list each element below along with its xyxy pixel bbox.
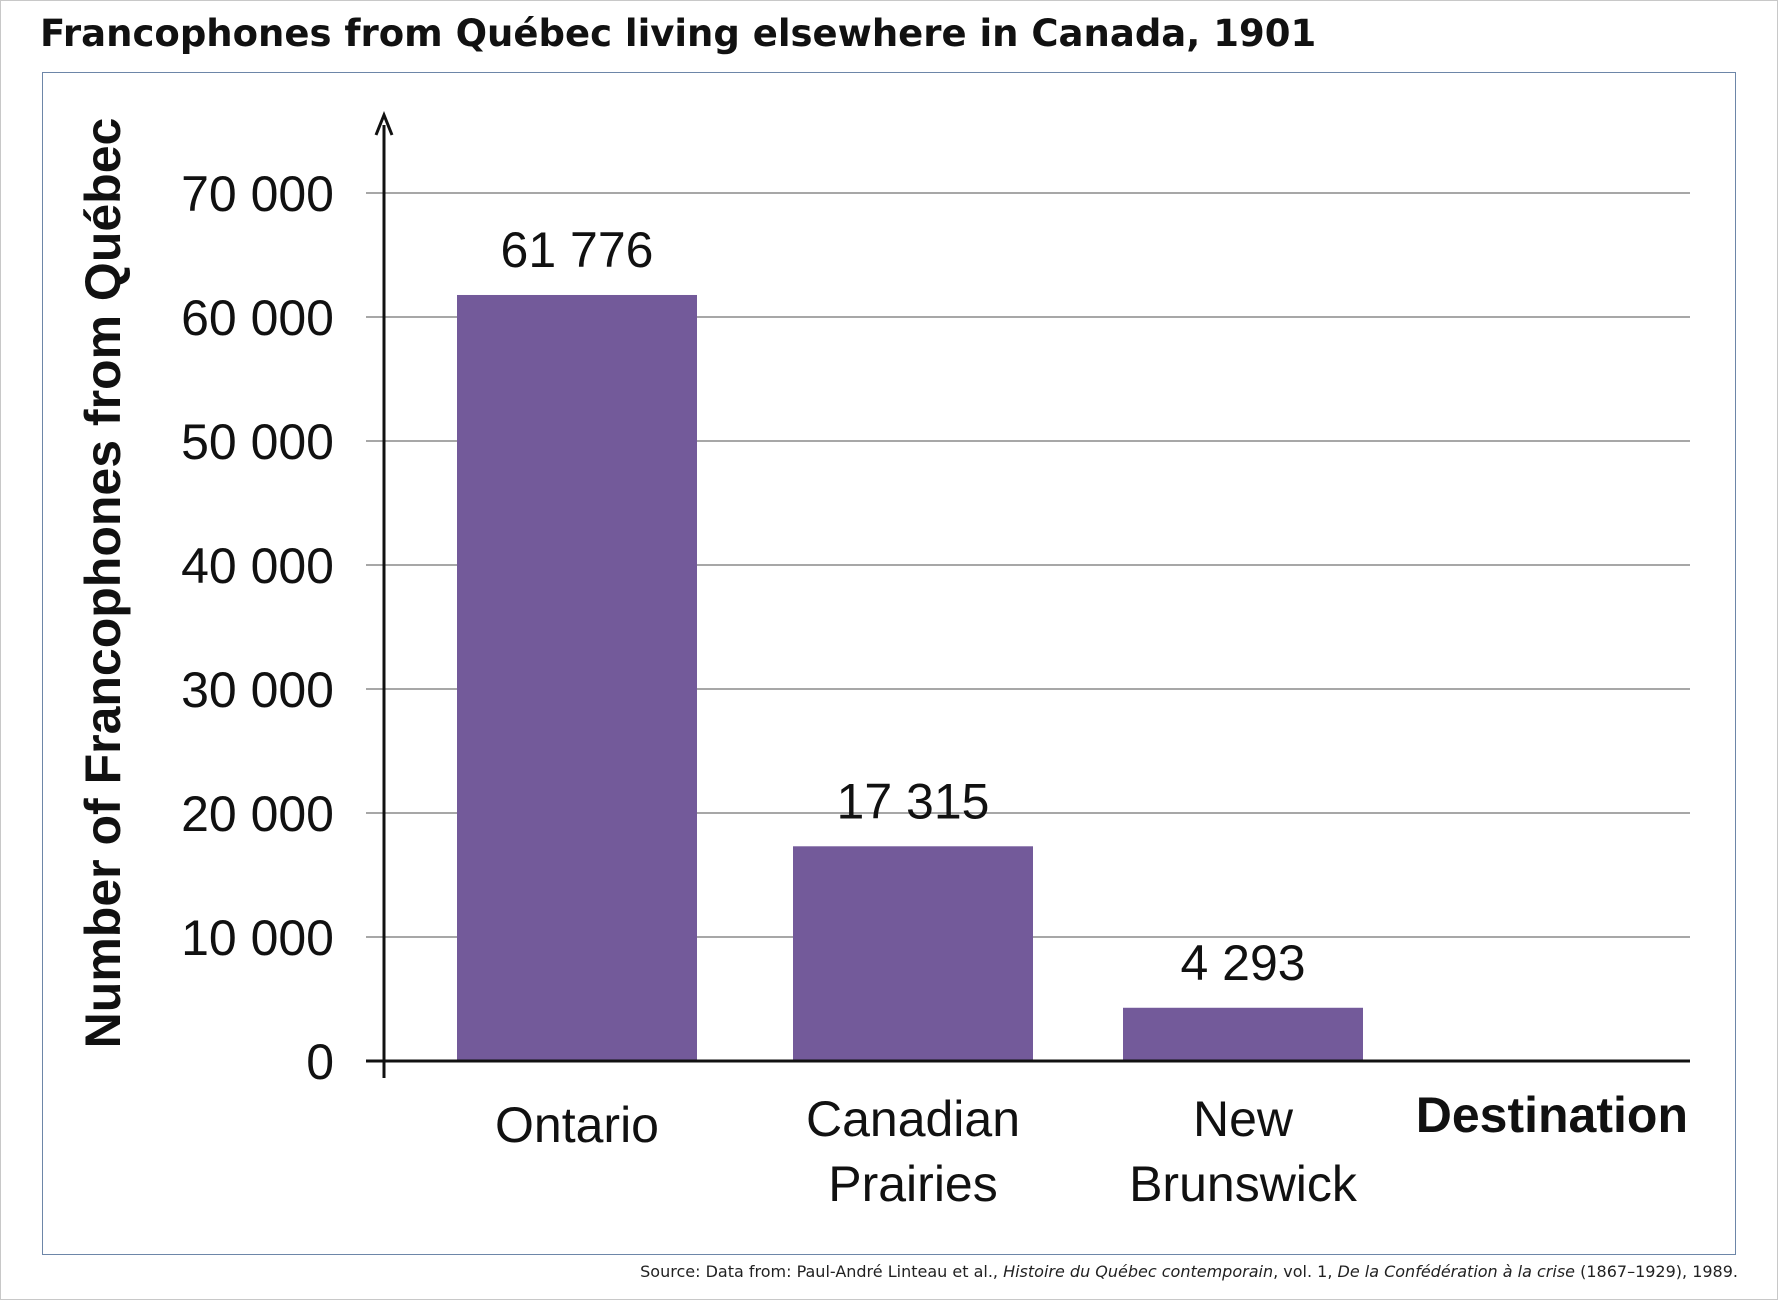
page-title: Francophones from Québec living elsewher… bbox=[40, 12, 1317, 55]
y-tick-label: 20 000 bbox=[181, 786, 334, 842]
y-tick-label: 40 000 bbox=[181, 538, 334, 594]
chart-frame bbox=[42, 72, 1736, 1255]
y-tick-label: 50 000 bbox=[181, 414, 334, 470]
x-axis-title: Destination bbox=[1416, 1087, 1688, 1143]
bar bbox=[457, 294, 697, 1061]
x-category-label: Canadian bbox=[806, 1091, 1020, 1147]
x-category-label: Ontario bbox=[495, 1097, 659, 1153]
y-axis-arrow bbox=[374, 110, 394, 136]
source-work-subtitle: De la Confédération à la crise bbox=[1337, 1262, 1576, 1281]
bar-value-label: 61 776 bbox=[501, 222, 654, 278]
y-axis-title: Number of Francophones from Québec bbox=[75, 118, 131, 1049]
bar-value-label: 17 315 bbox=[837, 773, 990, 829]
y-tick-label: 60 000 bbox=[181, 290, 334, 346]
source-prefix: Source: Data from: Paul-André Linteau et… bbox=[640, 1262, 1004, 1281]
x-category-label: Prairies bbox=[828, 1156, 997, 1212]
y-tick-label: 0 bbox=[306, 1034, 334, 1090]
source-work-title: Histoire du Québec contemporain bbox=[1003, 1262, 1274, 1281]
bar bbox=[1123, 1007, 1363, 1061]
source-suffix: (1867–1929), 1989. bbox=[1575, 1262, 1738, 1281]
y-tick-label: 10 000 bbox=[181, 910, 334, 966]
source-note: Source: Data from: Paul-André Linteau et… bbox=[640, 1262, 1738, 1281]
x-category-label: Brunswick bbox=[1129, 1156, 1358, 1212]
bar bbox=[793, 846, 1033, 1061]
y-tick-label: 30 000 bbox=[181, 662, 334, 718]
x-category-label: New bbox=[1193, 1091, 1294, 1147]
y-tick-label: 70 000 bbox=[181, 166, 334, 222]
source-middle: , vol. 1, bbox=[1273, 1262, 1338, 1281]
bar-value-label: 4 293 bbox=[1180, 935, 1305, 991]
